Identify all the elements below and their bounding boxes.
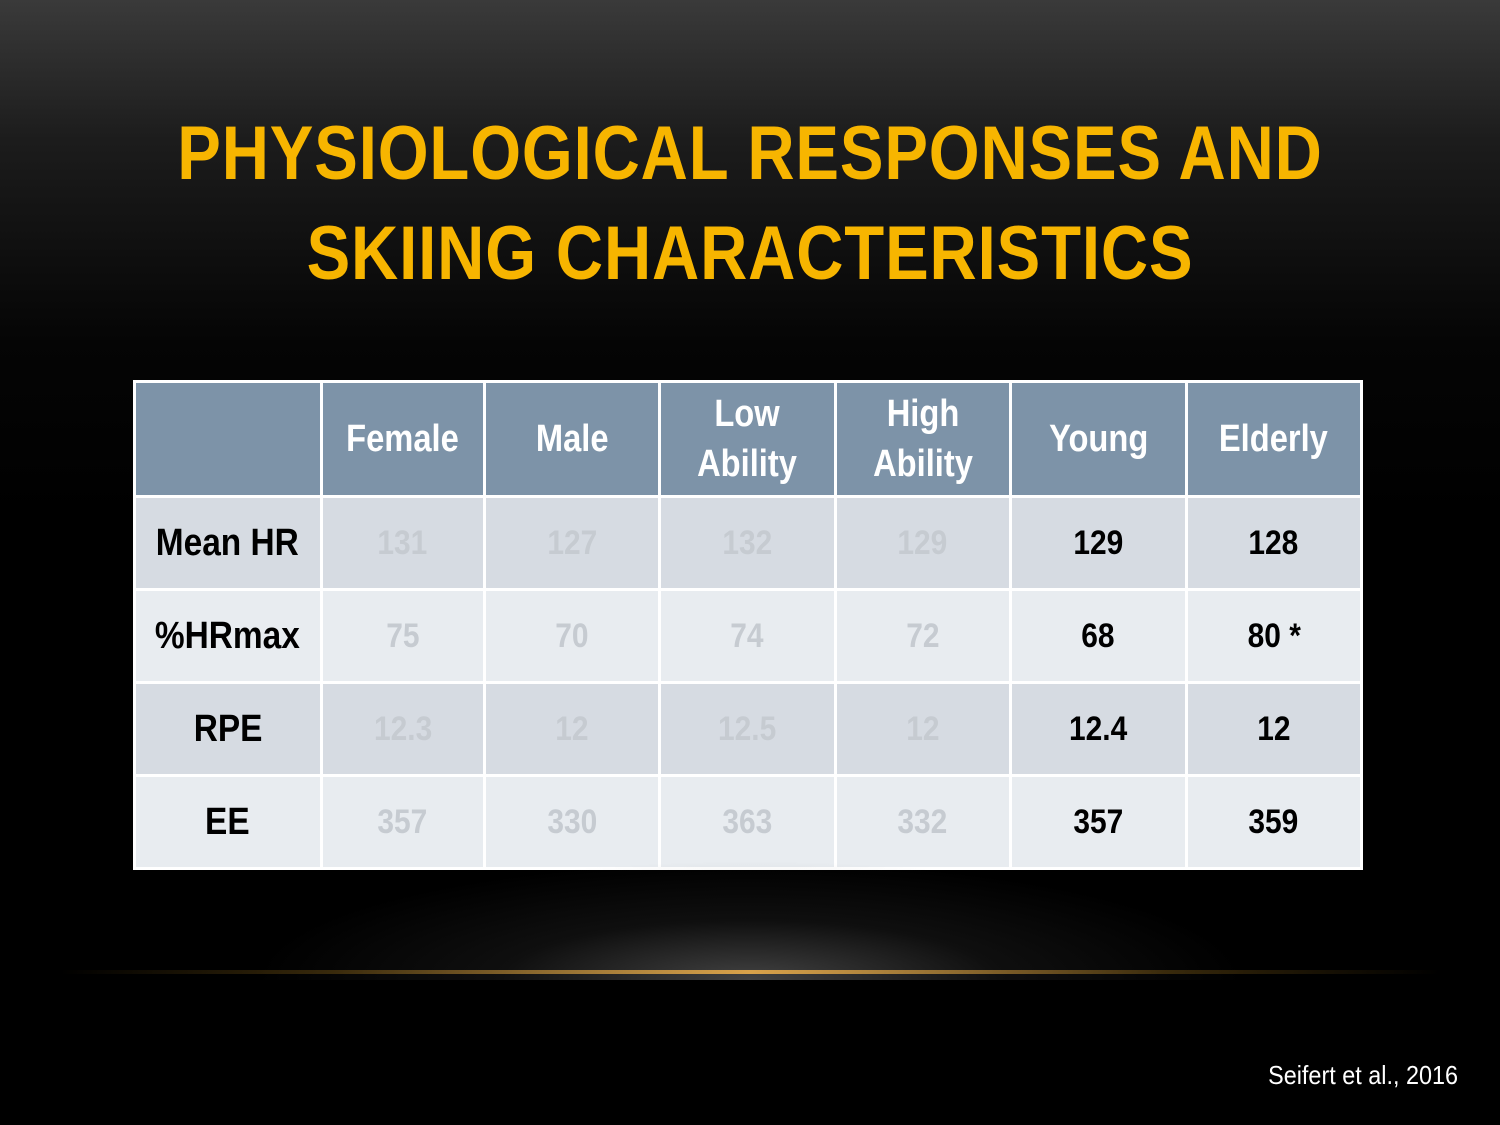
- table-cell: 332: [833, 774, 1013, 870]
- header-cell-female: Female: [319, 380, 486, 498]
- spotlight-glow: [250, 860, 1250, 980]
- citation: Seifert et al., 2016: [1268, 1060, 1458, 1090]
- table-cell: 330: [482, 774, 662, 870]
- table-cell: 12: [833, 681, 1013, 777]
- header-cell-male: Male: [482, 380, 662, 498]
- table-row: RPE 12.3 12 12.5 12 12.4 12: [133, 681, 1363, 777]
- table-cell: 12: [482, 681, 662, 777]
- table-cell: 80 *: [1184, 588, 1363, 684]
- table-cell: 357: [1009, 774, 1188, 870]
- accent-divider-line: [60, 970, 1440, 974]
- header-row: Female Male Low Ability High Ability You…: [133, 380, 1363, 498]
- table-cell: 70: [482, 588, 662, 684]
- table-cell: 357: [319, 774, 486, 870]
- table-cell: 74: [658, 588, 837, 684]
- row-label: RPE: [133, 681, 323, 777]
- header-cell-young: Young: [1009, 380, 1188, 498]
- title-line-1: PHYSIOLOGICAL RESPONSES AND: [177, 111, 1323, 196]
- row-label: EE: [133, 774, 323, 870]
- header-cell-elderly: Elderly: [1184, 380, 1363, 498]
- table-cell: 129: [1009, 495, 1188, 591]
- table-row: %HRmax 75 70 74 72 68 80 *: [133, 588, 1363, 684]
- table-row: Mean HR 131 127 132 129 129 128: [133, 495, 1363, 591]
- table-cell: 128: [1184, 495, 1363, 591]
- table-cell: 12.4: [1009, 681, 1188, 777]
- slide-title: PHYSIOLOGICAL RESPONSES AND SKIING CHARA…: [105, 104, 1395, 304]
- table-cell: 75: [319, 588, 486, 684]
- data-table: Female Male Low Ability High Ability You…: [133, 380, 1363, 870]
- data-table-container: Female Male Low Ability High Ability You…: [133, 380, 1363, 870]
- table-cell: 127: [482, 495, 662, 591]
- table-cell: 131: [319, 495, 486, 591]
- table-cell: 363: [658, 774, 837, 870]
- table-cell: 12.5: [658, 681, 837, 777]
- row-label: %HRmax: [133, 588, 323, 684]
- table-cell: 12: [1184, 681, 1363, 777]
- table-cell: 129: [833, 495, 1013, 591]
- header-cell-low-ability: Low Ability: [658, 380, 837, 498]
- title-line-2: SKIING CHARACTERISTICS: [306, 211, 1194, 296]
- table-cell: 72: [833, 588, 1013, 684]
- header-cell-high-ability: High Ability: [833, 380, 1013, 498]
- header-cell-empty: [133, 380, 323, 498]
- table-cell: 132: [658, 495, 837, 591]
- table-cell: 12.3: [319, 681, 486, 777]
- row-label: Mean HR: [133, 495, 323, 591]
- table-row: EE 357 330 363 332 357 359: [133, 774, 1363, 870]
- table-cell: 359: [1184, 774, 1363, 870]
- table-cell: 68: [1009, 588, 1188, 684]
